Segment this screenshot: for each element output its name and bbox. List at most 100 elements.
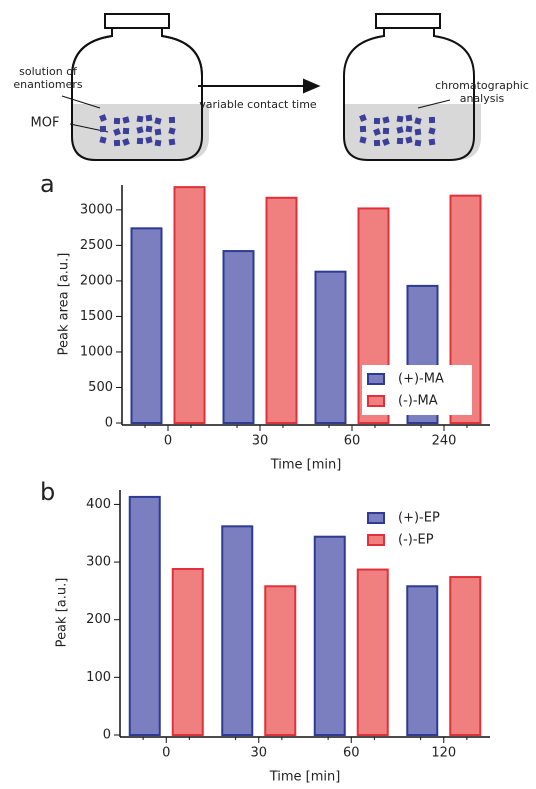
mof-particle (136, 137, 144, 145)
mof-particles (99, 114, 436, 147)
mof-particle (414, 128, 422, 136)
mof-particle (382, 116, 390, 124)
mof-particle (154, 128, 162, 136)
mof-particle (136, 126, 144, 134)
legend-swatch (367, 512, 385, 524)
x-tick-label: 240 (432, 434, 457, 449)
bar (128, 495, 161, 736)
mof-particle (113, 139, 121, 147)
y-axis-label: Peak area [a.u.] (57, 253, 72, 356)
pointer (61, 95, 101, 109)
legend-label: (-)-EP (398, 533, 434, 548)
mof-particle (414, 117, 422, 125)
mof-particle (359, 136, 367, 144)
mof-particle (136, 115, 144, 123)
legend-label: (+)-EP (398, 511, 440, 526)
bar (314, 270, 347, 424)
mof-particle (373, 128, 381, 136)
y-tick-label: 0 (103, 728, 111, 743)
jar-outline (71, 28, 203, 161)
mof-particle (113, 117, 121, 125)
mof-particle (154, 117, 162, 125)
bar (222, 250, 255, 424)
mof-particle (145, 136, 153, 144)
bar (313, 535, 346, 736)
legend-swatch (367, 395, 385, 407)
mof-particle (154, 139, 162, 147)
y-tick-label: 3000 (80, 202, 113, 217)
mof-particle (99, 114, 107, 122)
diagram (61, 13, 481, 161)
mof-particle (382, 127, 390, 135)
y-tick-label: 2000 (80, 273, 113, 288)
mof-particle (168, 127, 176, 135)
mof-particle (414, 139, 422, 147)
x-axis-label: Time [min] (269, 770, 341, 785)
mof-particle (396, 137, 404, 145)
y-tick-label: 500 (88, 380, 113, 395)
panel-label: b (40, 478, 55, 506)
x-tick-label: 0 (164, 434, 172, 449)
y-axis-label: Peak [a.u.] (55, 578, 70, 648)
jar-lid (375, 13, 441, 29)
mof-particle (428, 116, 436, 124)
mof-particle (145, 125, 153, 133)
mof-particle (99, 125, 107, 133)
mof-particle (145, 114, 153, 122)
jar-outline (343, 28, 475, 161)
mof-particle (359, 114, 367, 122)
pointer (417, 99, 451, 109)
mof-particle (373, 139, 381, 147)
mof-particle (396, 126, 404, 134)
legend-swatch (367, 373, 385, 385)
mof-particle (373, 117, 381, 125)
mof-particle (99, 136, 107, 144)
mof-particle (396, 115, 404, 123)
bar (221, 525, 254, 736)
arrow-head (303, 78, 321, 94)
mof-particle (428, 127, 436, 135)
mof-particle (122, 127, 130, 135)
y-tick-label: 100 (86, 670, 111, 685)
mof-particle (359, 125, 367, 133)
mof-label: MOF (31, 116, 60, 131)
x-tick-label: 30 (250, 746, 267, 761)
x-tick-label: 0 (162, 746, 170, 761)
x-axis-label: Time [min] (270, 458, 342, 473)
bar (171, 567, 204, 736)
solution-label: solution of enantiomers (13, 65, 83, 91)
bar (264, 585, 297, 736)
y-tick-label: 1500 (80, 309, 113, 324)
legend-label: (-)-MA (398, 394, 438, 409)
mof-particle (405, 136, 413, 144)
y-tick-label: 200 (86, 612, 111, 627)
liquid (343, 104, 481, 160)
bar (406, 585, 439, 736)
bar (173, 186, 206, 424)
y-tick-label: 0 (105, 416, 113, 431)
bar (130, 227, 163, 424)
analysis-label: chromatographic analysis (435, 79, 529, 105)
panel-label: a (40, 170, 55, 198)
x-tick-label: 60 (344, 434, 361, 449)
mof-particle (405, 125, 413, 133)
bar (449, 576, 482, 736)
mof-particle (122, 138, 130, 146)
legend-label: (+)-MA (398, 372, 444, 387)
y-tick-label: 2500 (80, 238, 113, 253)
mof-particle (122, 116, 130, 124)
y-tick-label: 300 (86, 555, 111, 570)
mof-particle (113, 128, 121, 136)
x-tick-label: 120 (431, 746, 456, 761)
mof-particle (168, 116, 176, 124)
mof-particle (428, 138, 436, 146)
arrow-label: variable contact time (199, 98, 317, 111)
mof-particle (382, 138, 390, 146)
x-tick-label: 60 (343, 746, 360, 761)
jar-lid (104, 13, 170, 29)
bar (265, 196, 298, 424)
mof-particle (405, 114, 413, 122)
y-tick-label: 1000 (80, 344, 113, 359)
